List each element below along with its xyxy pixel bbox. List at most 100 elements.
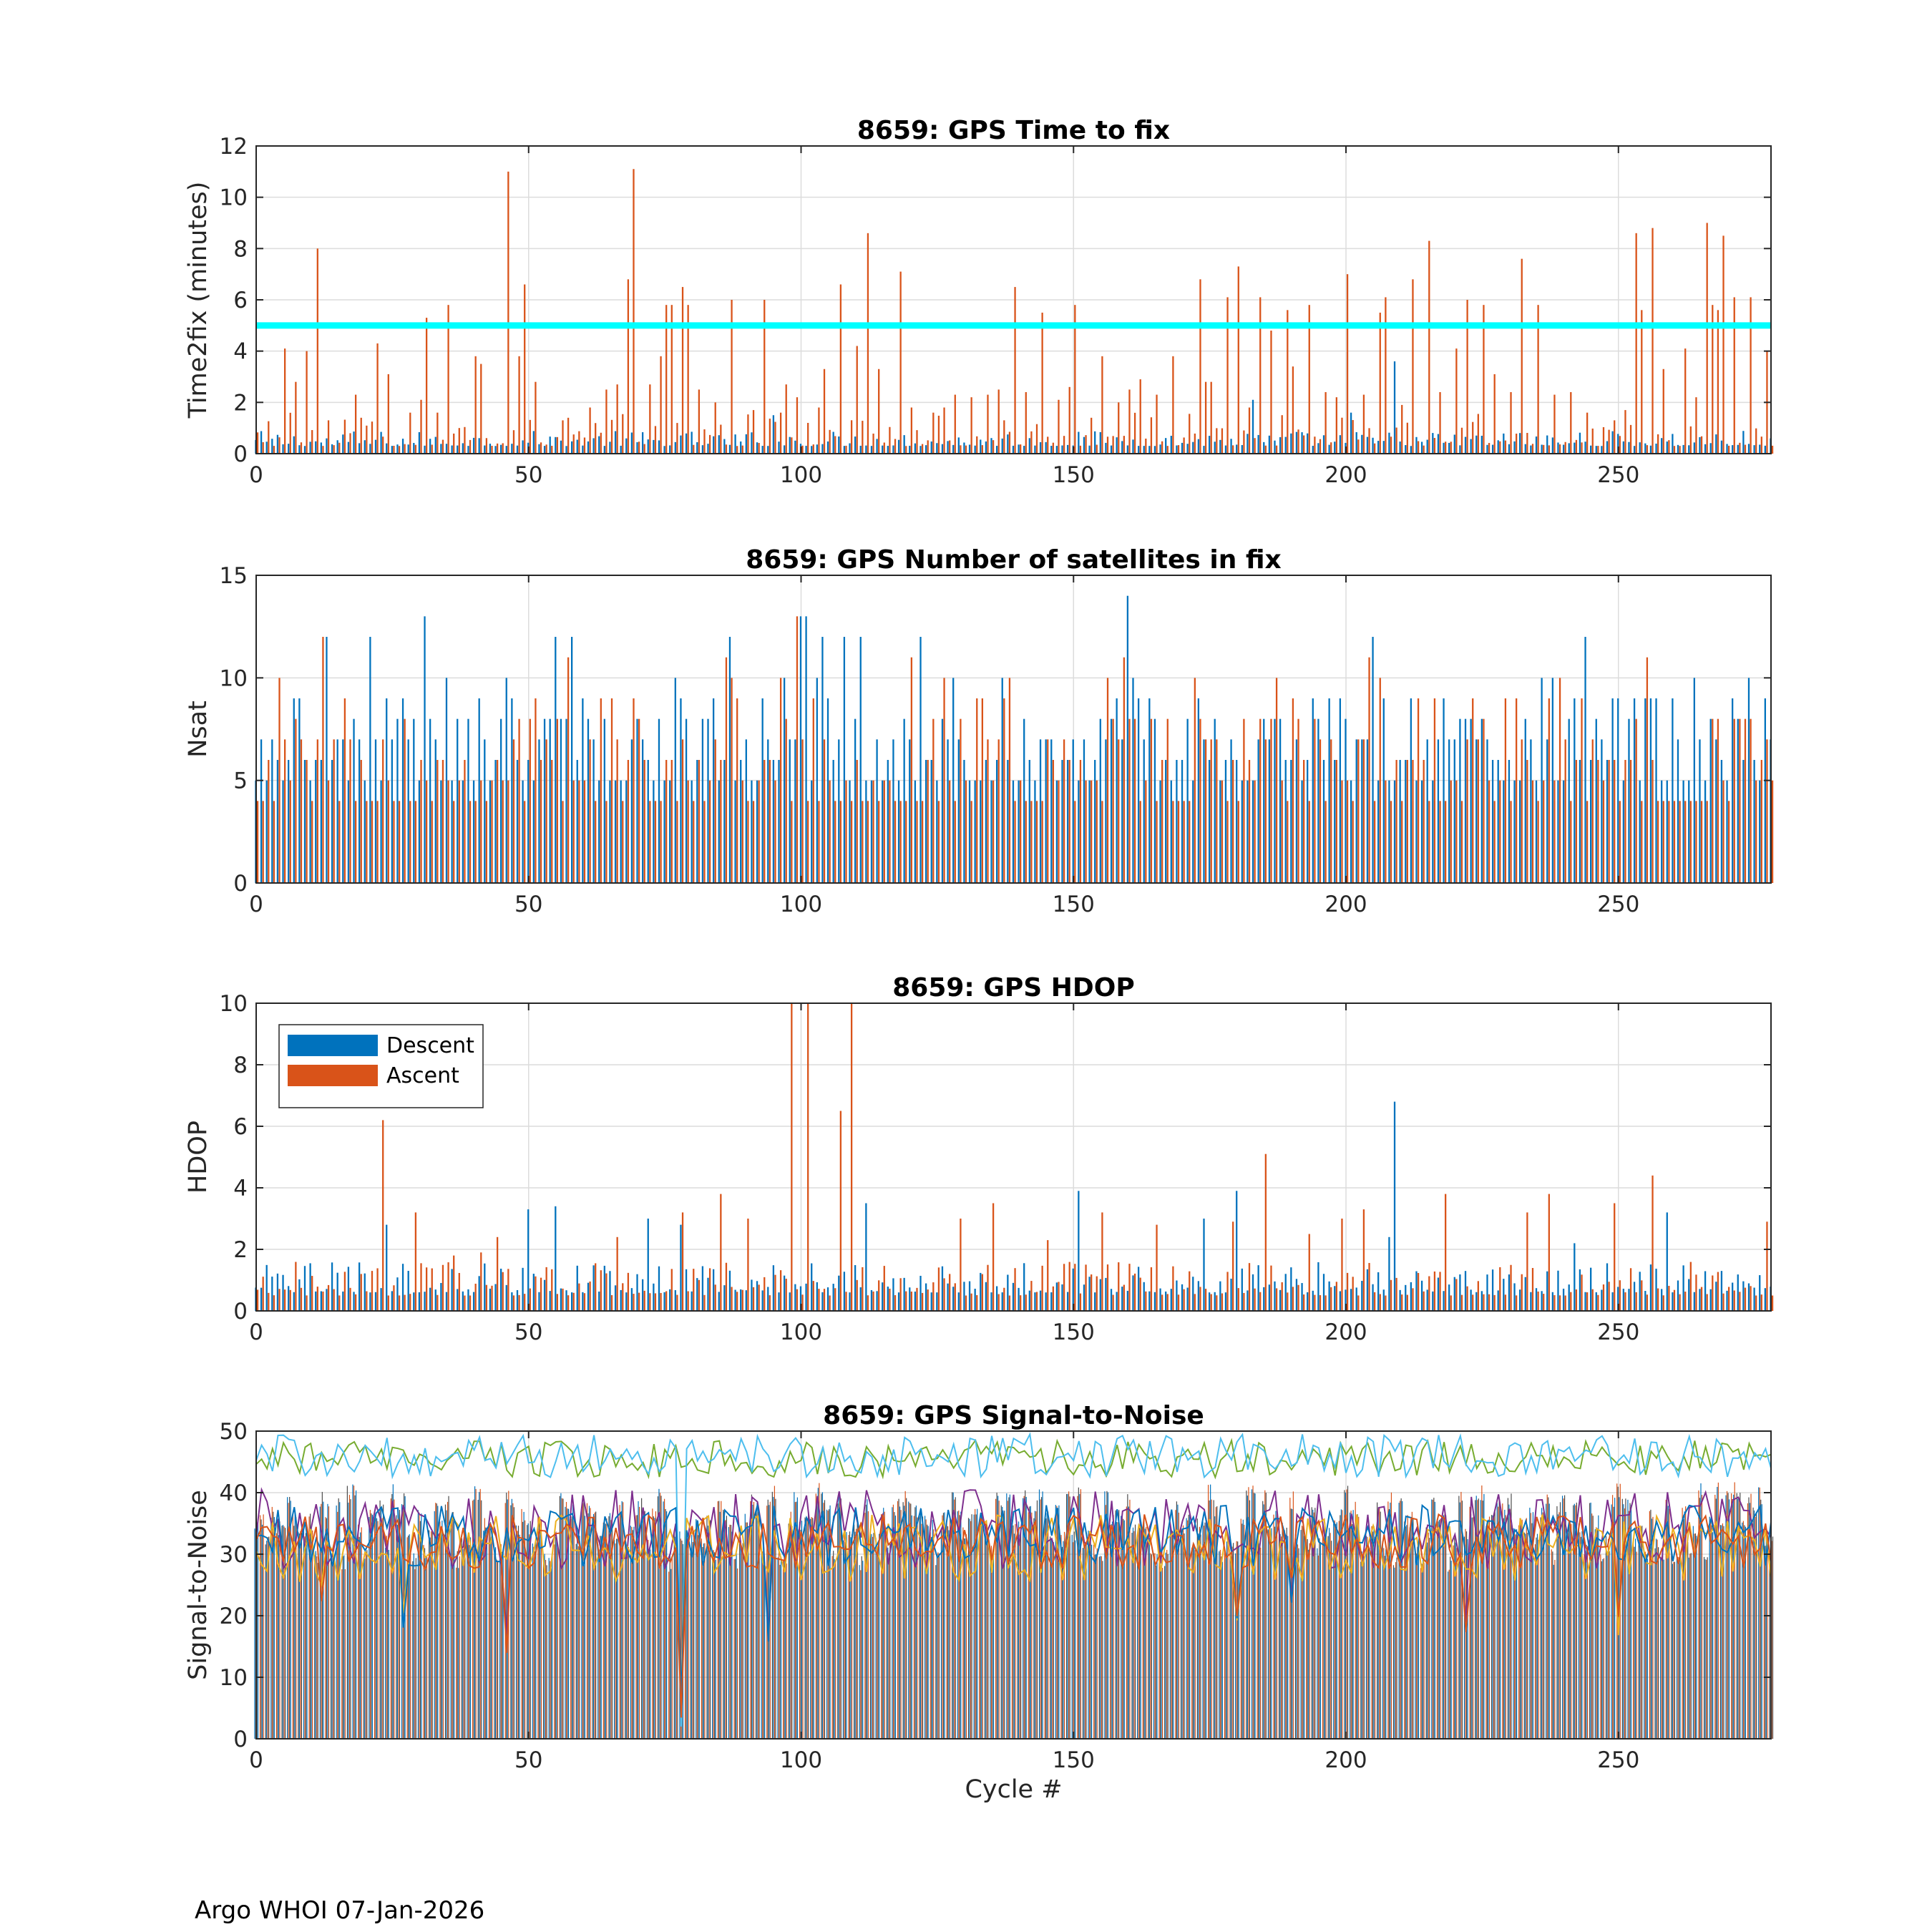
snr-bar bbox=[1564, 1495, 1566, 1739]
ascent-bar bbox=[965, 780, 967, 883]
descent-bar bbox=[1268, 435, 1271, 454]
snr-bar bbox=[1454, 1538, 1455, 1739]
snr-bar bbox=[441, 1521, 443, 1739]
ascent-bar bbox=[731, 678, 733, 883]
snr-bar bbox=[1347, 1485, 1349, 1739]
snr-bar bbox=[1623, 1504, 1624, 1739]
snr-bar bbox=[1760, 1499, 1762, 1739]
snr-bar bbox=[573, 1520, 575, 1739]
ascent-bar bbox=[960, 1219, 962, 1311]
descent-bar bbox=[1486, 739, 1488, 883]
descent-bar bbox=[903, 718, 905, 883]
descent-bar bbox=[1393, 1101, 1396, 1311]
descent-bar bbox=[783, 678, 786, 883]
axes-box bbox=[255, 1002, 1772, 1312]
snr-bar bbox=[952, 1492, 954, 1739]
ascent-bar bbox=[1548, 445, 1550, 454]
descent-bar bbox=[990, 780, 992, 883]
descent-bar bbox=[1693, 678, 1695, 883]
descent-bar bbox=[1747, 444, 1750, 454]
descent-bar bbox=[391, 739, 393, 883]
ascent-bar bbox=[311, 801, 313, 883]
descent-bar bbox=[1078, 780, 1080, 883]
ascent-bar bbox=[311, 1276, 313, 1311]
descent-bar bbox=[1224, 445, 1227, 454]
ascent-bar bbox=[747, 1219, 749, 1311]
snr-bar bbox=[655, 1511, 657, 1739]
descent-bar bbox=[1328, 444, 1330, 454]
descent-bar bbox=[549, 718, 551, 883]
descent-bar bbox=[1443, 698, 1445, 883]
snr-bar bbox=[827, 1511, 829, 1739]
descent-bar bbox=[636, 718, 638, 883]
descent-bar bbox=[914, 443, 917, 454]
descent-bar bbox=[369, 637, 371, 883]
descent-bar bbox=[1274, 1281, 1276, 1311]
descent-bar bbox=[876, 1291, 878, 1311]
snr-bar bbox=[1433, 1498, 1435, 1739]
ascent-bar bbox=[856, 346, 858, 454]
ascent-bar bbox=[1232, 760, 1234, 883]
ascent-bar bbox=[1581, 1274, 1583, 1311]
descent-bar bbox=[1388, 1236, 1390, 1311]
ascent-bar bbox=[812, 698, 814, 883]
snr-bar bbox=[1327, 1536, 1329, 1739]
descent-bar bbox=[293, 1292, 295, 1311]
descent-bar bbox=[1339, 1291, 1342, 1311]
snr-bar bbox=[1229, 1552, 1231, 1739]
snr-bar bbox=[1292, 1491, 1294, 1739]
snr-bar bbox=[1198, 1533, 1199, 1739]
ascent-bar bbox=[889, 780, 891, 883]
snr-bar bbox=[1325, 1532, 1327, 1739]
snr-bar bbox=[386, 1536, 387, 1739]
descent-bar bbox=[484, 445, 486, 454]
ascent-bar bbox=[1428, 1276, 1430, 1311]
descent-bar bbox=[1372, 637, 1374, 883]
descent-bar bbox=[816, 444, 818, 454]
descent-bar bbox=[1513, 441, 1516, 454]
snr-bar bbox=[1360, 1561, 1362, 1739]
snr-bar bbox=[1052, 1541, 1053, 1739]
ascent-bar bbox=[1472, 698, 1474, 883]
descent-bar bbox=[1764, 698, 1766, 883]
ascent-bar bbox=[1760, 436, 1762, 454]
ascent-bar bbox=[366, 801, 368, 883]
ascent-bar bbox=[1673, 1289, 1676, 1311]
ascent-bar bbox=[916, 430, 918, 454]
snr-bar bbox=[812, 1518, 814, 1739]
snr-bar bbox=[1061, 1546, 1063, 1739]
ascent-bar bbox=[1374, 443, 1376, 454]
ascent-bar bbox=[1679, 1294, 1681, 1311]
snr-bar bbox=[567, 1508, 570, 1739]
descent-bar bbox=[1415, 780, 1418, 883]
ascent-bar bbox=[1292, 366, 1294, 454]
snr-bar bbox=[681, 1540, 683, 1739]
snr-bar bbox=[887, 1547, 889, 1739]
snr-bar bbox=[1665, 1500, 1667, 1739]
snr-bar bbox=[1186, 1518, 1187, 1739]
descent-bar bbox=[1666, 1212, 1668, 1311]
descent-bar bbox=[582, 445, 584, 454]
ascent-bar bbox=[932, 1282, 935, 1311]
snr-bar bbox=[1138, 1528, 1139, 1739]
descent-bar bbox=[516, 1289, 519, 1311]
descent-bar bbox=[505, 678, 507, 883]
snr-bar bbox=[1330, 1533, 1331, 1739]
ascent-bar bbox=[512, 1295, 515, 1311]
descent-bar bbox=[647, 760, 649, 883]
descent-bar bbox=[1307, 433, 1309, 454]
snr-bar bbox=[1035, 1511, 1037, 1739]
snr-bar bbox=[1646, 1558, 1648, 1739]
ascent-bar bbox=[393, 801, 395, 883]
ascent-bar bbox=[1412, 1288, 1414, 1311]
snr-bar bbox=[1290, 1508, 1292, 1739]
ascent-bar bbox=[327, 780, 330, 883]
snr-bar bbox=[931, 1537, 932, 1739]
descent-bar bbox=[669, 1289, 671, 1311]
descent-bar bbox=[386, 443, 388, 454]
descent-bar bbox=[1737, 718, 1739, 883]
x-tick-label: 150 bbox=[1053, 892, 1095, 917]
ascent-bar bbox=[921, 1292, 924, 1311]
descent-bar bbox=[1279, 718, 1282, 883]
ascent-bar bbox=[1194, 433, 1196, 454]
